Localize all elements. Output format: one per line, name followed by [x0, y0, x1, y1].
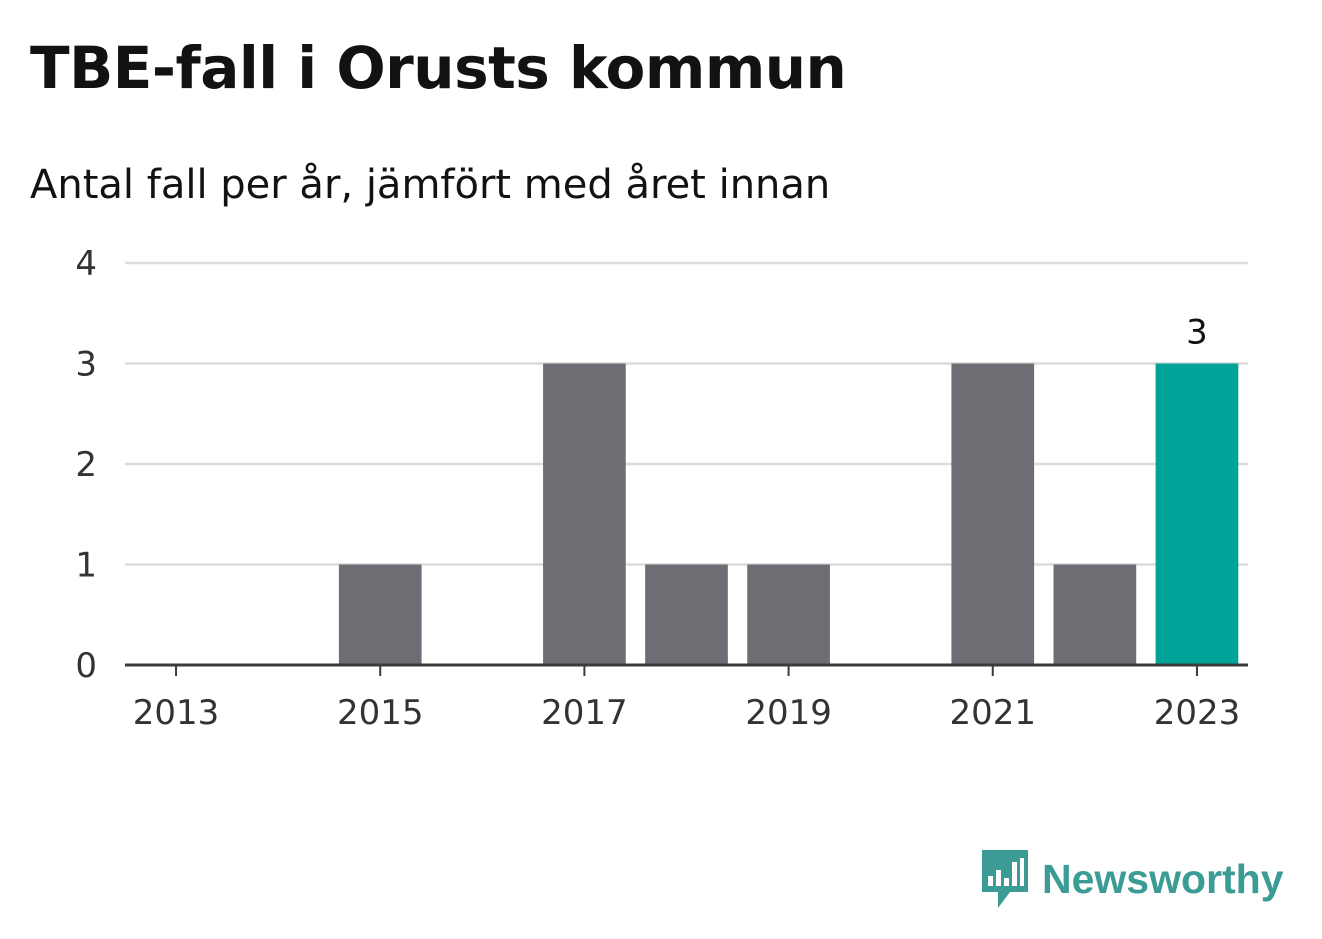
- x-tick-label-2017: 2017: [541, 693, 628, 733]
- brand-logo: Newsworthy: [980, 848, 1284, 910]
- newsworthy-logo-icon: [982, 850, 1028, 908]
- x-axis: [125, 663, 1248, 676]
- chart-title: TBE-fall i Orusts kommun: [30, 34, 847, 102]
- grid-lines: [125, 261, 1248, 566]
- bar-2019: [747, 564, 830, 665]
- bar-2017: [543, 363, 626, 665]
- y-tick-label: 2: [75, 445, 97, 485]
- y-tick-label: 1: [75, 546, 97, 586]
- bars: [338, 363, 1239, 665]
- data-label-2023: 3: [1186, 313, 1208, 353]
- y-tick-label: 3: [75, 345, 97, 385]
- x-tick-label-2023: 2023: [1154, 693, 1241, 733]
- y-tick-label: 4: [75, 244, 97, 284]
- brand-name: Newsworthy: [1042, 855, 1284, 902]
- x-tick-label-2015: 2015: [337, 693, 424, 733]
- chart-subtitle: Antal fall per år, jämfört med året inna…: [30, 162, 831, 208]
- bar-2018: [645, 564, 728, 665]
- x-axis-labels: 2013 2015 2017 2019 2021 2023: [133, 693, 1240, 733]
- y-axis-labels: 0 1 2 3 4: [75, 244, 97, 686]
- x-tick-label-2013: 2013: [133, 693, 220, 733]
- x-tick-label-2021: 2021: [950, 693, 1037, 733]
- bar-2022: [1053, 564, 1137, 665]
- bar-2021: [951, 363, 1035, 665]
- x-tick-label-2019: 2019: [745, 693, 832, 733]
- bar-2015: [338, 564, 422, 665]
- bar-2023: [1155, 363, 1239, 665]
- data-labels: 3: [1186, 313, 1208, 353]
- y-tick-label: 0: [75, 646, 97, 686]
